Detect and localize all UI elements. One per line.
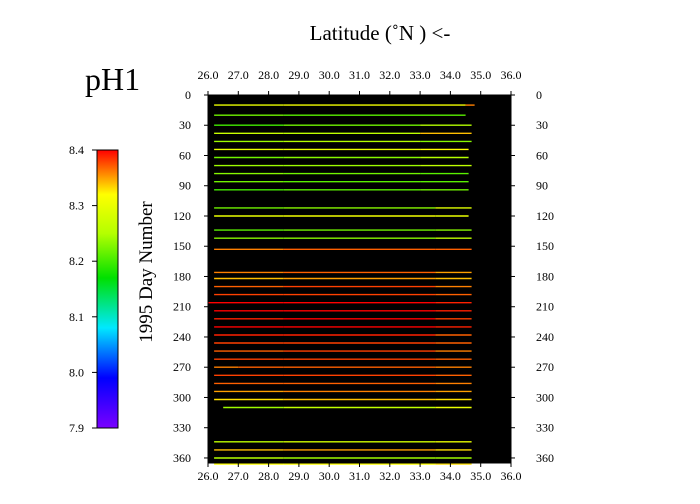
y-right-tick-label-2: 60	[536, 148, 548, 162]
y-right-tick-label-11: 330	[536, 421, 554, 435]
y-left-tick-label-11: 330	[173, 421, 191, 435]
y-right-tick-label-4: 120	[536, 209, 554, 223]
x-bottom-tick-label-3: 29.0	[288, 469, 309, 483]
colorbar-tick-label-2: 8.2	[69, 254, 84, 268]
colorbar-tick-label-5: 7.9	[69, 421, 84, 435]
y-right-tick-label-1: 30	[536, 118, 548, 132]
x-top-tick-label-3: 29.0	[288, 68, 309, 82]
x-bottom-tick-label-0: 26.0	[198, 469, 219, 483]
y-left-tick-label-12: 360	[173, 451, 191, 465]
x-top-tick-label-2: 28.0	[258, 68, 279, 82]
y-left-tick-label-7: 210	[173, 300, 191, 314]
y-left-tick-label-8: 240	[173, 330, 191, 344]
y-left-tick-label-0: 0	[185, 88, 191, 102]
x-axis-label: Latitude (˚N ) <-	[310, 21, 451, 45]
y-left-tick-label-9: 270	[173, 360, 191, 374]
x-top-tick-label-7: 33.0	[410, 68, 431, 82]
colorbar-tick-label-4: 8.0	[69, 365, 84, 379]
transect-lines	[208, 104, 475, 465]
y-left-tick-label-1: 30	[179, 118, 191, 132]
y-left-tick-label-10: 300	[173, 390, 191, 404]
y-right-tick-label-6: 180	[536, 269, 554, 283]
y-left-tick-label-3: 90	[179, 179, 191, 193]
y-left-tick-label-2: 60	[179, 148, 191, 162]
colorbar-tick-label-0: 8.4	[69, 143, 84, 157]
x-axis-top: 26.0 27.0 28.0 29.0 30.0 31.0 32.0 33.0 34.0 35.0…	[198, 68, 522, 95]
y-right-tick-label-12: 360	[536, 451, 554, 465]
x-top-tick-label-10: 36.0	[501, 68, 522, 82]
x-top-tick-label-5: 31.0	[349, 68, 370, 82]
x-top-tick-label-8: 34.0	[440, 68, 461, 82]
x-top-tick-label-4: 30.0	[319, 68, 340, 82]
x-bottom-tick-label-5: 31.0	[349, 469, 370, 483]
y-right-tick-label-5: 150	[536, 239, 554, 253]
x-bottom-tick-label-8: 34.0	[440, 469, 461, 483]
y-right-tick-label-8: 240	[536, 330, 554, 344]
colorbar-tick-label-1: 8.3	[69, 199, 84, 213]
y-axis-right: 0 30 60 90 120 150 180 210 240 270 300 330 360	[511, 88, 554, 465]
y-right-tick-label-10: 300	[536, 390, 554, 404]
x-bottom-tick-label-10: 36.0	[501, 469, 522, 483]
x-top-tick-label-1: 27.0	[228, 68, 249, 82]
y-axis-left: 0 30 60 90 120 150 180 210 240 270 300 330 360	[173, 88, 208, 465]
y-right-tick-label-0: 0	[536, 88, 542, 102]
chart-title: pH1	[85, 61, 140, 97]
y-left-tick-label-6: 180	[173, 269, 191, 283]
x-bottom-tick-label-9: 35.0	[470, 469, 491, 483]
x-top-tick-label-9: 35.0	[470, 68, 491, 82]
x-bottom-tick-label-1: 27.0	[228, 469, 249, 483]
colorbar	[96, 149, 119, 429]
y-right-tick-label-9: 270	[536, 360, 554, 374]
y-right-tick-label-3: 90	[536, 179, 548, 193]
y-axis-label: 1995 Day Number	[136, 201, 157, 343]
x-axis-bottom: 26.0 27.0 28.0 29.0 30.0 31.0 32.0 33.0 34.0 35.0…	[198, 463, 522, 483]
x-bottom-tick-label-4: 30.0	[319, 469, 340, 483]
x-bottom-tick-label-2: 28.0	[258, 469, 279, 483]
x-top-tick-label-6: 32.0	[379, 68, 400, 82]
colorbar-ticks: 8.4 8.3 8.2 8.1 8.0 7.9	[69, 143, 97, 435]
x-bottom-tick-label-6: 32.0	[379, 469, 400, 483]
y-left-tick-label-4: 120	[173, 209, 191, 223]
y-right-tick-label-7: 210	[536, 300, 554, 314]
x-bottom-tick-label-7: 33.0	[410, 469, 431, 483]
y-left-tick-label-5: 150	[173, 239, 191, 253]
colorbar-tick-label-3: 8.1	[69, 310, 84, 324]
x-top-tick-label-0: 26.0	[198, 68, 219, 82]
